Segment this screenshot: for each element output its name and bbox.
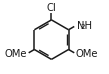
Text: OMe: OMe: [5, 49, 27, 59]
Text: OMe: OMe: [76, 49, 98, 59]
Text: NH: NH: [77, 21, 92, 31]
Text: 2: 2: [80, 24, 85, 30]
Text: Cl: Cl: [47, 3, 56, 13]
